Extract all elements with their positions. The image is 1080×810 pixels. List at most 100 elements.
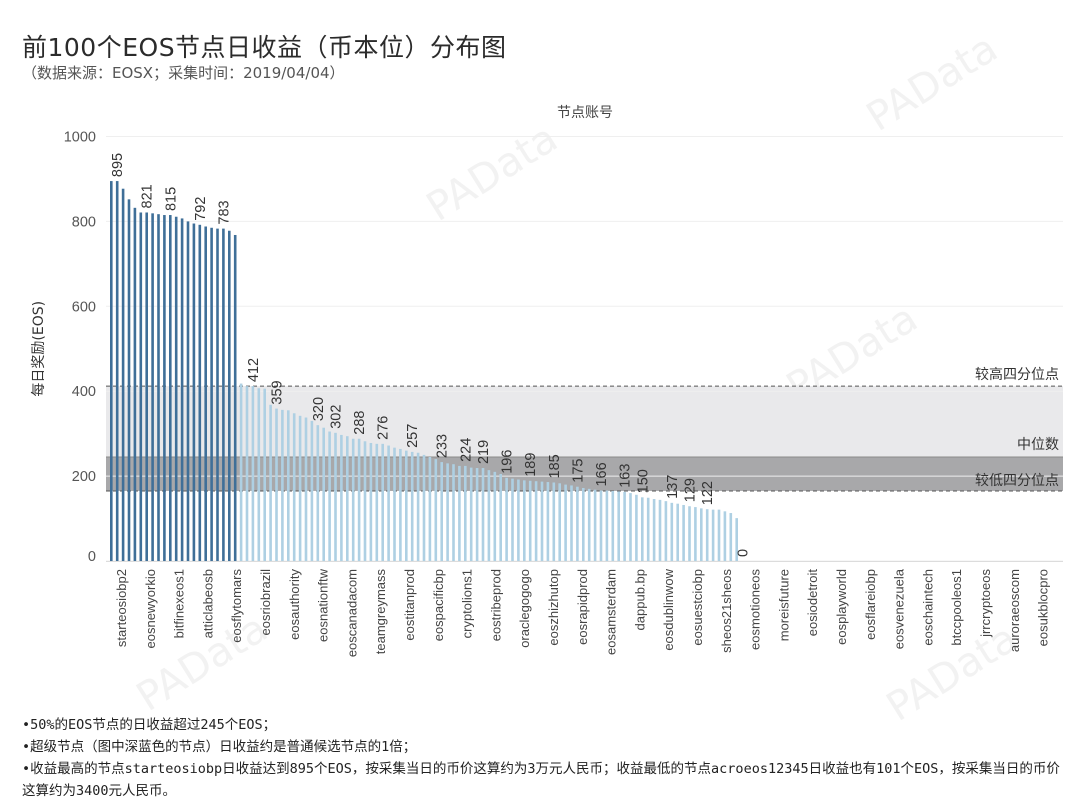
candidate-node-bar	[664, 501, 668, 561]
candidate-node-bar	[363, 441, 367, 561]
candidate-node-bar	[269, 404, 272, 561]
super-node-bar	[127, 199, 131, 561]
candidate-node-bar	[487, 470, 491, 561]
candidate-node-bar	[658, 499, 662, 561]
candidate-node-bar	[499, 473, 502, 561]
data-label: 224	[458, 438, 474, 462]
data-label: 166	[594, 462, 610, 486]
super-node-bar	[115, 181, 119, 561]
super-node-bar	[222, 228, 225, 561]
x-tick-label: moreisfuture	[776, 569, 791, 641]
candidate-node-bar	[410, 451, 414, 561]
x-tick-label: eosmotioneos	[748, 569, 763, 650]
x-tick-label: sheos21sheos	[719, 569, 734, 653]
candidate-node-bar	[422, 454, 426, 561]
x-tick-label: eosauthority	[287, 569, 302, 640]
x-tick-label: eosflareiobp	[863, 569, 878, 640]
candidate-node-bar	[399, 448, 402, 561]
candidate-node-bar	[251, 386, 255, 561]
candidate-node-bar	[705, 509, 709, 561]
super-node-bar	[228, 230, 231, 561]
candidate-node-bar	[316, 425, 320, 561]
x-tick-label: eosrapidprod	[575, 569, 590, 645]
candidate-node-bar	[464, 465, 467, 561]
candidate-node-bar	[623, 491, 626, 561]
data-label: 233	[435, 434, 451, 458]
x-tick-label: eoscanadacom	[344, 569, 359, 657]
candidate-node-bar	[446, 463, 449, 561]
candidate-node-bar	[735, 518, 738, 561]
candidate-node-bar	[576, 486, 579, 561]
x-tick-label: eosvenezuela	[892, 568, 907, 649]
data-label: 815	[163, 187, 179, 211]
candidate-node-bar	[434, 459, 438, 561]
candidate-node-bar	[605, 490, 609, 561]
data-label: 189	[523, 453, 539, 477]
candidate-node-bar	[328, 431, 331, 561]
x-tick-label: oraclegogogo	[517, 569, 532, 648]
super-node-bar	[198, 224, 202, 561]
candidate-node-bar	[540, 481, 544, 561]
y-tick-label: 800	[72, 214, 96, 230]
x-tick-label: jrrcryptoeos	[978, 569, 993, 638]
super-node-bar	[145, 212, 148, 561]
data-label: 359	[270, 380, 286, 404]
candidate-node-bar	[292, 413, 296, 561]
x-tick-label: eosnationftw	[316, 568, 331, 642]
super-node-bar	[121, 188, 125, 561]
candidate-node-bar	[481, 468, 485, 561]
candidate-node-bar	[416, 452, 420, 561]
upper-quartile-label: 较高四分位点	[975, 366, 1059, 383]
candidate-node-bar	[593, 489, 597, 561]
x-tick-label: eosplayworld	[834, 569, 849, 645]
candidate-node-bar	[381, 443, 384, 561]
super-node-bar	[163, 215, 166, 561]
candidate-node-bar	[281, 409, 284, 561]
candidate-node-bar	[334, 432, 337, 561]
candidate-node-bar	[641, 497, 644, 561]
x-tick-label: eostitanprod	[402, 569, 417, 641]
candidate-node-bar	[546, 482, 550, 561]
super-node-bar	[233, 234, 237, 561]
candidate-node-bar	[517, 479, 520, 561]
data-label: 175	[570, 459, 586, 483]
data-label: 302	[329, 405, 345, 429]
candidate-node-bar	[582, 487, 585, 561]
candidate-node-bar	[523, 480, 526, 561]
data-label: 320	[311, 397, 327, 421]
data-label: 219	[476, 440, 492, 464]
super-node-bar	[139, 212, 143, 561]
super-node-bar	[151, 213, 154, 561]
candidate-node-bar	[322, 427, 325, 561]
candidate-node-bar	[263, 388, 266, 561]
candidate-node-bar	[511, 478, 514, 561]
candidate-node-bar	[694, 507, 697, 561]
super-node-bar	[186, 221, 190, 561]
x-tick-label: dappub.bp	[632, 569, 647, 630]
candidate-node-bar	[635, 494, 638, 561]
candidate-node-bar	[682, 504, 685, 561]
candidate-node-bar	[534, 481, 538, 561]
x-tick-label: bitfinexeos1	[172, 569, 187, 638]
x-tick-label: eoschaintech	[920, 569, 935, 646]
y-tick-label: 0	[88, 549, 96, 565]
super-node-bar	[133, 207, 137, 561]
data-label: 129	[683, 478, 699, 502]
x-tick-label: eoszhizhutop	[546, 569, 561, 646]
x-tick-label: starteosiobp2	[114, 569, 129, 647]
candidate-node-bar	[505, 477, 508, 561]
note-line: •50%的EOS节点的日收益超过245个EOS；	[22, 717, 277, 733]
candidate-node-bar	[599, 490, 603, 561]
super-node-bar	[192, 223, 196, 561]
candidate-node-bar	[629, 493, 632, 561]
candidate-node-bar	[700, 508, 703, 561]
candidate-node-bar	[552, 482, 556, 561]
x-tick-label: eosuestciobp	[690, 569, 705, 646]
candidate-node-bar	[387, 445, 390, 561]
candidate-node-bar	[275, 408, 278, 561]
x-tick-label: teamgreymass	[373, 569, 388, 655]
candidate-node-bar	[670, 502, 674, 561]
data-label: 150	[635, 469, 651, 493]
candidate-node-bar	[310, 420, 314, 561]
candidate-node-bar	[564, 484, 567, 561]
